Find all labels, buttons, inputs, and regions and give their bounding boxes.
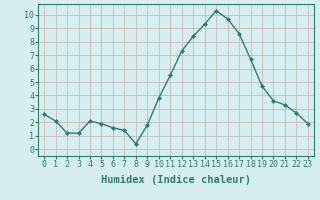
X-axis label: Humidex (Indice chaleur): Humidex (Indice chaleur) [101,175,251,185]
